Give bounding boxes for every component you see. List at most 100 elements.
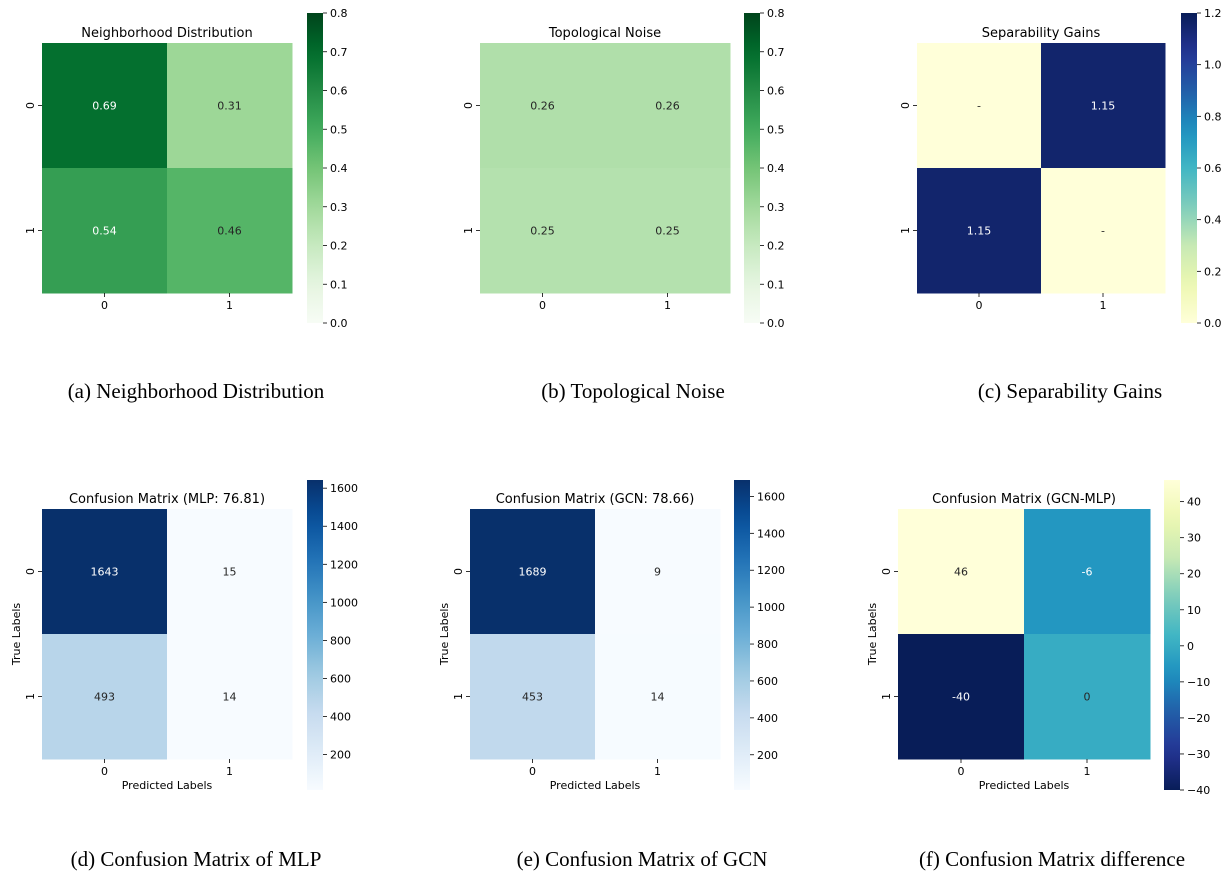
colorbar-tick-label: 600	[330, 672, 351, 685]
colorbar	[734, 480, 750, 790]
colorbar-tick-label: 0.7	[767, 46, 785, 59]
x-tick-label: 1	[1084, 765, 1091, 778]
x-tick-label: 0	[529, 765, 536, 778]
y-tick-label: 1	[462, 227, 475, 234]
x-tick-label: 0	[101, 299, 108, 312]
colorbar-tick-label: 0.0	[330, 317, 348, 330]
colorbar-tick-label: 0.8	[330, 7, 348, 20]
colorbar-tick-label: 0.7	[330, 46, 348, 59]
cell-value-label: 0.69	[92, 100, 117, 113]
colorbar-tick-label: 1600	[330, 482, 358, 495]
x-tick-label: 0	[539, 299, 546, 312]
colorbar-tick-label: 1400	[330, 520, 358, 533]
heatmap-cell	[1024, 634, 1151, 760]
cell-value-label: 15	[223, 566, 237, 579]
colorbar-tick-label: 600	[757, 675, 778, 688]
colorbar-tick-label: 1.0	[1204, 59, 1222, 72]
y-tick-label: 0	[462, 102, 475, 109]
colorbar	[1181, 13, 1197, 323]
heatmap-cell	[605, 168, 731, 294]
colorbar-tick-label: 0.4	[330, 162, 348, 175]
heatmap-cell	[1041, 43, 1166, 169]
cell-value-label: -	[977, 100, 981, 113]
y-tick-label: 1	[880, 693, 893, 700]
colorbar-tick-label: 0.3	[330, 201, 348, 214]
heatmap-cell	[470, 634, 596, 760]
heatmap-cell	[480, 43, 606, 169]
colorbar-tick-label: 0.3	[767, 201, 785, 214]
heatmap-cell	[898, 634, 1025, 760]
cell-value-label: 1.15	[967, 225, 992, 238]
y-tick-label: 0	[899, 102, 912, 109]
cell-value-label: 1643	[91, 566, 119, 579]
colorbar-tick-label: 30	[1187, 532, 1201, 545]
heatmap-panel-4: Confusion Matrix (MLP: 76.81) 1643 15 493 14…	[10, 480, 358, 871]
x-tick-label: 0	[958, 765, 965, 778]
chart-title: Neighborhood Distribution	[81, 26, 253, 41]
colorbar-tick-label: 0.4	[767, 162, 785, 175]
heatmap-cell	[42, 634, 168, 760]
x-tick-label: 0	[976, 299, 983, 312]
y-tick-label: 0	[24, 568, 37, 575]
heatmap-cell	[595, 509, 721, 635]
colorbar-tick-label: 1600	[757, 490, 785, 503]
x-tick-label: 1	[226, 299, 233, 312]
colorbar-tick-label: 0.5	[330, 123, 348, 136]
x-axis-label: Predicted Labels	[122, 779, 213, 792]
x-axis-label: Predicted Labels	[979, 779, 1070, 792]
heatmap-cell	[605, 43, 731, 169]
heatmap-cell	[167, 168, 293, 294]
cell-value-label: 0.26	[530, 100, 555, 113]
x-tick-label: 0	[101, 765, 108, 778]
x-tick-label: 1	[1100, 299, 1107, 312]
heatmap-cell	[470, 509, 596, 635]
cell-value-label: 1.15	[1091, 100, 1116, 113]
colorbar-tick-label: 1200	[330, 558, 358, 571]
cell-value-label: -40	[952, 691, 970, 704]
colorbar-tick-label: 0.1	[330, 278, 348, 291]
y-tick-label: 0	[452, 568, 465, 575]
subfigure-caption: (d) Confusion Matrix of MLP	[71, 847, 322, 871]
colorbar-tick-label: 0	[1187, 640, 1194, 653]
y-axis-label: True Labels	[438, 603, 451, 667]
colorbar-tick-label: 40	[1187, 496, 1201, 509]
chart-title: Separability Gains	[982, 26, 1101, 41]
subfigure-caption: (f) Confusion Matrix difference	[919, 847, 1185, 871]
y-tick-label: 1	[899, 227, 912, 234]
heatmap-cell	[167, 43, 293, 169]
cell-value-label: 14	[651, 691, 665, 704]
colorbar-tick-label: 1400	[757, 527, 785, 540]
colorbar-tick-label: 200	[330, 749, 351, 762]
x-tick-label: 1	[226, 765, 233, 778]
colorbar-tick-label: −10	[1187, 676, 1210, 689]
heatmap-cell	[480, 168, 606, 294]
y-tick-label: 1	[452, 693, 465, 700]
chart-title: Topological Noise	[548, 26, 661, 41]
colorbar-tick-label: 0.2	[330, 240, 348, 253]
heatmap-cell	[595, 634, 721, 760]
subfigure-caption: (e) Confusion Matrix of GCN	[517, 847, 768, 871]
colorbar-tick-label: 800	[757, 638, 778, 651]
colorbar-tick-label: 400	[757, 712, 778, 725]
x-axis-label: Predicted Labels	[550, 779, 641, 792]
chart-title: Confusion Matrix (MLP: 76.81)	[69, 492, 265, 507]
heatmap-cell	[167, 509, 293, 635]
heatmap-cell	[42, 43, 168, 169]
cell-value-label: 493	[94, 691, 115, 704]
cell-value-label: 9	[654, 566, 661, 579]
colorbar-tick-label: 1200	[757, 564, 785, 577]
heatmap-panel-3: Separability Gains - 1.15 1.15 - 0 1 0 1 0.0 0.2 0.…	[899, 7, 1222, 403]
y-tick-label: 0	[24, 102, 37, 109]
colorbar-tick-label: 0.6	[767, 85, 785, 98]
heatmap-cell	[917, 43, 1042, 169]
colorbar-tick-label: 0.8	[1204, 110, 1222, 123]
heatmap-cell	[1041, 168, 1166, 294]
heatmap-cell	[917, 168, 1042, 294]
colorbar-tick-label: 1.2	[1204, 7, 1222, 20]
colorbar-tick-label: −20	[1187, 712, 1210, 725]
y-tick-label: 0	[880, 568, 893, 575]
cell-value-label: 46	[954, 566, 968, 579]
